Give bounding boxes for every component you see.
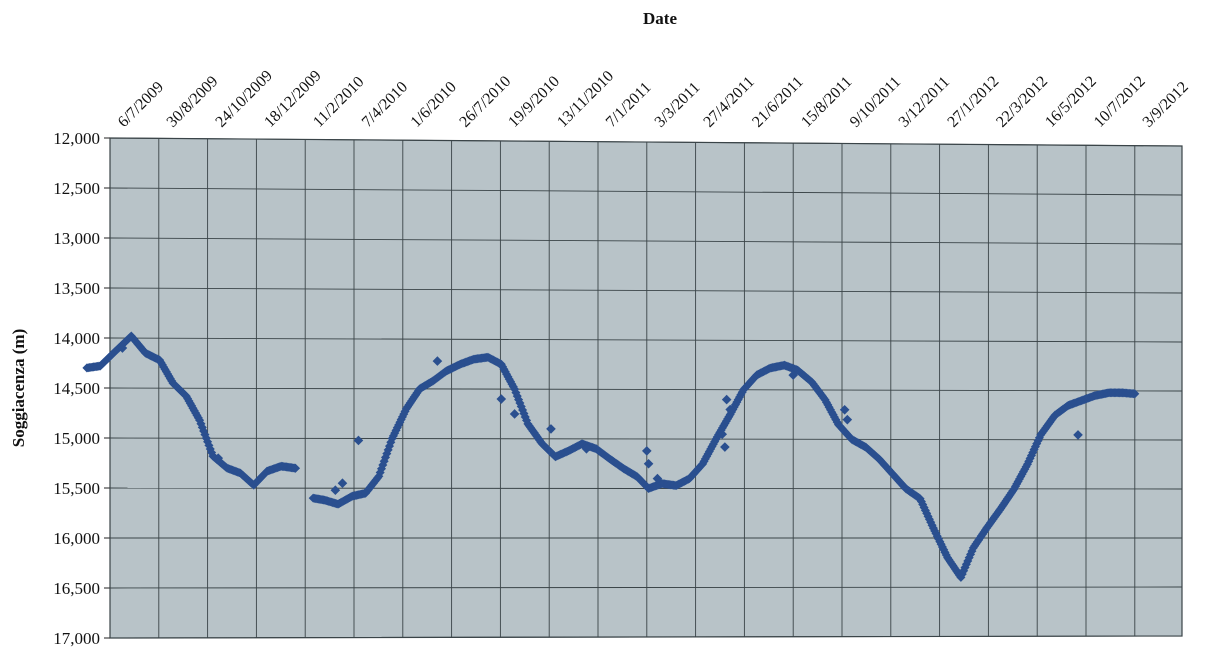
x-tick-labels: 6/7/200930/8/200924/10/200918/12/200911/… [115, 67, 1192, 131]
data-point-outlier [788, 370, 799, 380]
data-point-outlier [546, 424, 556, 434]
y-tick-label: 16,500 [53, 579, 100, 598]
data-point-outlier [496, 394, 507, 404]
x-tick-label: 19/9/2010 [505, 73, 563, 131]
data-point-outlier [720, 442, 730, 452]
data-point-outlier [581, 443, 592, 454]
x-tick-label: 22/3/2012 [993, 73, 1051, 131]
x-tick-label: 15/8/2011 [798, 73, 855, 130]
grid-lines [104, 137, 1183, 639]
data-point-outlier [213, 453, 224, 463]
data-point-outlier [725, 404, 736, 415]
y-tick-label: 15,500 [53, 479, 100, 498]
h-gridline [109, 437, 1183, 441]
h-gridline [109, 287, 1183, 294]
data-point-outlier [842, 414, 853, 425]
y-axis-title: Soggiacenza (m) [9, 329, 28, 448]
x-tick-label: 7/4/2010 [359, 79, 411, 131]
x-tick-label: 9/10/2011 [847, 73, 904, 130]
y-tick-labels: 12,000 12,500 13,000 13,500 14,000 14,500 15,0… [53, 129, 100, 648]
data-point-outlier [643, 458, 654, 469]
x-axis-title: Date [643, 9, 677, 28]
h-gridline [109, 586, 1183, 589]
h-gridline [109, 337, 1183, 343]
y-tick-label: 15,000 [53, 429, 100, 448]
x-tick-label: 7/1/2011 [603, 79, 655, 131]
h-gridline [109, 187, 1183, 196]
y-tick-label: 13,000 [53, 229, 100, 248]
y-tick-label: 14,000 [53, 329, 100, 348]
y-tick-label: 14,500 [53, 379, 100, 398]
h-gridline [109, 237, 1183, 245]
y-tick-label: 12,000 [53, 129, 100, 148]
x-tick-label: 3/12/2011 [896, 73, 953, 130]
x-tick-label: 3/9/2012 [1140, 79, 1192, 131]
x-tick-label: 10/7/2012 [1091, 73, 1149, 131]
y-tick-label: 13,500 [53, 279, 100, 298]
data-points [82, 331, 1140, 582]
y-tick-label: 17,000 [53, 629, 100, 647]
y-tick-label: 16,000 [53, 529, 100, 548]
x-tick-label: 30/8/2009 [164, 73, 222, 131]
data-point-outlier [641, 446, 652, 456]
x-tick-label: 27/4/2011 [700, 73, 757, 130]
data-point-outlier [721, 394, 732, 405]
x-tick-label: 16/5/2012 [1042, 73, 1100, 131]
data-point-outlier [509, 409, 520, 419]
x-tick-label: 6/7/2009 [115, 79, 167, 131]
x-tick-label: 3/3/2011 [652, 79, 704, 131]
data-point-outlier [839, 404, 850, 415]
data-point-outlier [717, 429, 728, 440]
h-gridline [109, 137, 1183, 147]
x-tick-label: 27/1/2012 [944, 73, 1002, 131]
x-tick-label: 26/7/2010 [456, 73, 514, 131]
h-gridline [109, 635, 1183, 639]
h-gridline [109, 387, 1183, 392]
y-tick-label: 12,500 [53, 179, 100, 198]
x-tick-label: 1/6/2010 [408, 79, 460, 131]
x-tick-label: 21/6/2011 [749, 73, 806, 130]
